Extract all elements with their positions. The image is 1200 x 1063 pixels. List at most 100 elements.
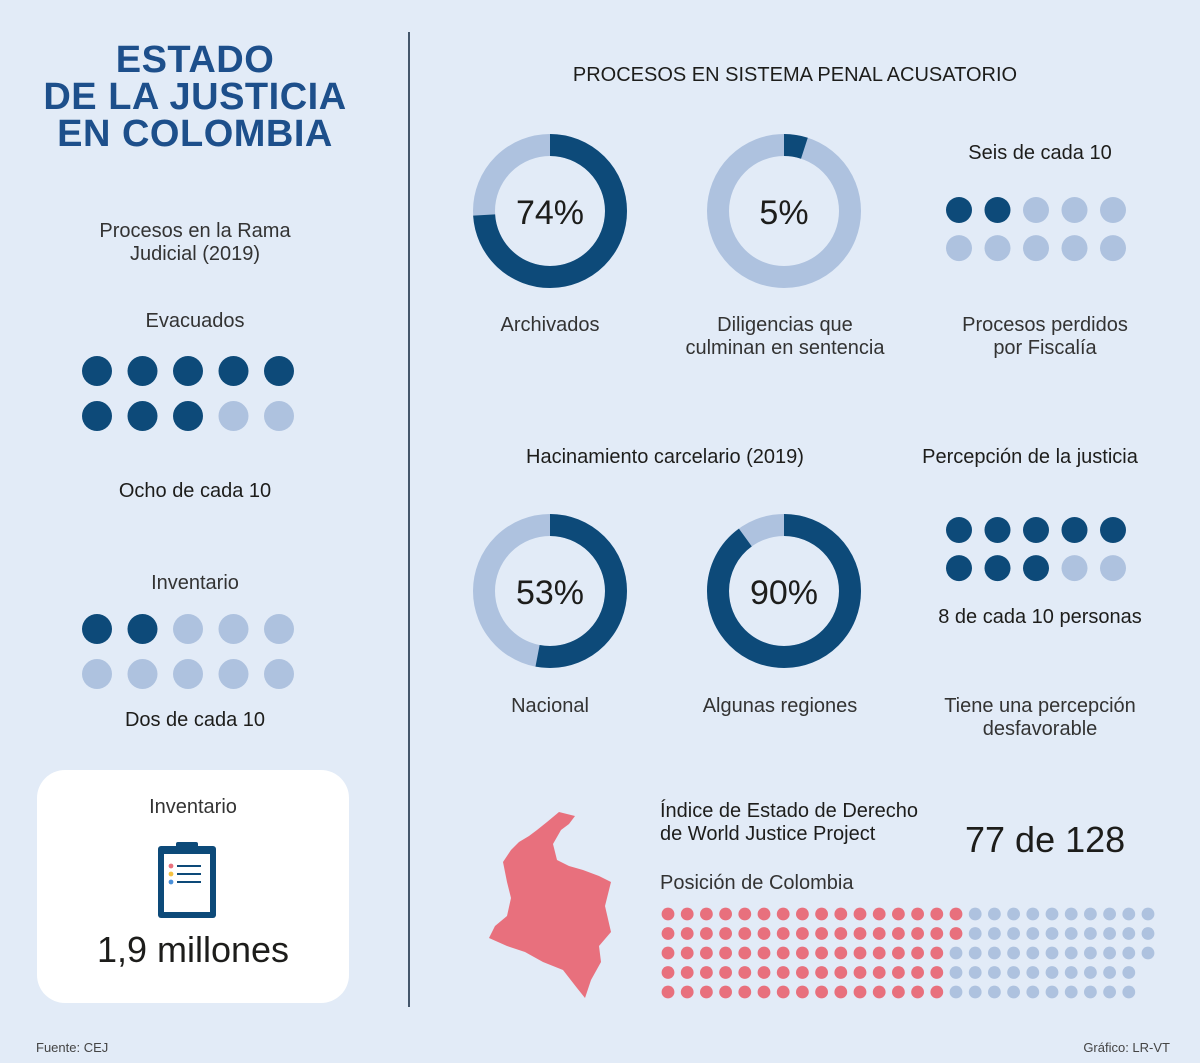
evacuados-dot [173,401,203,432]
wjp-rank-dot [1045,907,1059,921]
percepcion-dot [984,555,1011,582]
wjp-rank-dot [1122,966,1136,979]
fiscalia-dot [1100,197,1126,223]
wjp-value: 77 de 128 [965,819,1126,860]
wjp-rank-dot [700,966,713,979]
percepcion-dot [946,517,972,543]
title-line-3: EN COLOMBIA [57,113,333,155]
wjp-rank-dot [988,927,1001,940]
card-value: 1,9 millones [96,929,290,970]
wjp-rank-dot [834,946,848,960]
inventario-dot [82,659,112,690]
donut-archivados-percent-label: 74% [516,194,584,232]
wjp-rank-dot [776,907,790,921]
wjp-rank-dot [1064,985,1078,999]
percepcion-dot [1061,555,1088,582]
percepcion-dot [984,517,1011,543]
wjp-rank-dot [796,966,809,979]
wjp-rank-dot [1084,966,1097,979]
wjp-rank-dot [1064,927,1078,940]
footer-credit: Gráfico: LR-VT [1083,1040,1170,1055]
wjp-rank-dot [968,946,982,960]
donut-label-regiones: Algunas regiones [702,695,858,717]
donut-nacional-value-arc [473,514,627,668]
wjp-rank-dot [776,946,790,960]
inventario-dot [264,614,294,644]
fiscalia-dot [946,235,972,262]
donut-archivados-value-arc [473,134,627,288]
wjp-rank-dot [815,927,828,940]
wjp-rank-dot [661,946,675,960]
donut-algunas-percent-label: 90% [750,574,818,612]
evacuados-label: Evacuados [145,310,245,332]
inventario-dot [82,614,112,644]
evacuados-dot [127,401,158,432]
wjp-rank-dot [738,927,752,940]
wjp-rank-dot [1141,907,1155,921]
percepcion-caption: Tiene una percepción desfavorable [900,695,1180,741]
wjp-rank-dot [1103,985,1116,999]
wjp-heading: Índice de Estado de Derecho de World Jus… [660,800,960,846]
wjp-rank-dot [930,966,944,979]
wjp-rank-dot [680,907,694,921]
fiscalia-caption: Procesos perdidos por Fiscalía [930,314,1160,360]
inventario-caption: Dos de cada 10 [124,709,266,731]
subtitle-line-1: Procesos en la Rama [99,220,291,242]
title-line-2: DE LA JUSTICIA [43,76,347,118]
wjp-rank-dot [680,985,694,999]
donut-label-diligencias: Diligencias que culminan en sentencia [660,314,910,360]
fiscalia-caption-line-2: por Fiscalía [993,337,1097,359]
inventario-card: Inventario 1,9 millones [37,770,349,1003]
wjp-heading-line-2: de World Justice Project [660,823,876,845]
donut-algunas-value-arc [707,514,861,668]
percepcion-dot [1023,517,1049,543]
wjp-rank-dot [834,966,848,979]
wjp-rank-dot [853,946,867,960]
wjp-rank-dot [661,927,675,940]
wjp-rank-dot [757,907,771,921]
wjp-rank-dot [738,946,752,960]
wjp-rank-dot [872,907,886,921]
wjp-rank-dot [1141,946,1155,960]
percepcion-caption-line-1: Tiene una percepción [944,695,1136,717]
wjp-rank-dot [738,907,752,921]
wjp-rank-dot [1122,946,1136,960]
wjp-rank-dot [834,985,848,999]
wjp-rank-dot [1045,985,1059,999]
wjp-rank-dot [719,927,732,940]
wjp-caption: Posición de Colombia [660,872,854,894]
percepcion-dot [1100,517,1126,543]
donut-diligencias-value-arc [707,134,861,288]
footer-source: Fuente: CEJ [36,1040,109,1055]
wjp-rank-dot [719,907,732,921]
wjp-rank-dot [719,966,732,979]
wjp-rank-dot [815,907,828,921]
wjp-rank-dot [1103,927,1116,940]
wjp-rank-dot [738,985,752,999]
title-line-1: ESTADO [115,39,275,81]
wjp-rank-dot [796,907,809,921]
wjp-rank-dot [776,985,790,999]
wjp-rank-dot [911,946,924,960]
wjp-rank-dot [1084,907,1097,921]
wjp-rank-dot [1045,927,1059,940]
wjp-rank-dot [1064,907,1078,921]
penal-heading: PROCESOS EN SISTEMA PENAL ACUSATORIO [572,64,1018,86]
wjp-rank-dot [661,907,675,921]
inventario-dot [173,614,203,644]
wjp-rank-dot [930,907,944,921]
percepcion-dot [1023,555,1049,582]
wjp-rank-dot [757,966,771,979]
hacinamiento-heading: Hacinamiento carcelario (2019) [526,446,804,468]
percepcion-heading: Percepción de la justicia [922,446,1138,468]
evacuados-dot [218,401,249,432]
wjp-rank-dot [1084,946,1097,960]
wjp-rank-dot [968,985,982,999]
wjp-rank-dot [930,927,944,940]
wjp-rank-dot [680,927,694,940]
wjp-rank-dot [988,966,1001,979]
wjp-heading-line-1: Índice de Estado de Derecho [660,800,918,822]
wjp-rank-dot [1064,966,1078,979]
inventario-dot [127,614,158,644]
wjp-rank-dot [853,985,867,999]
